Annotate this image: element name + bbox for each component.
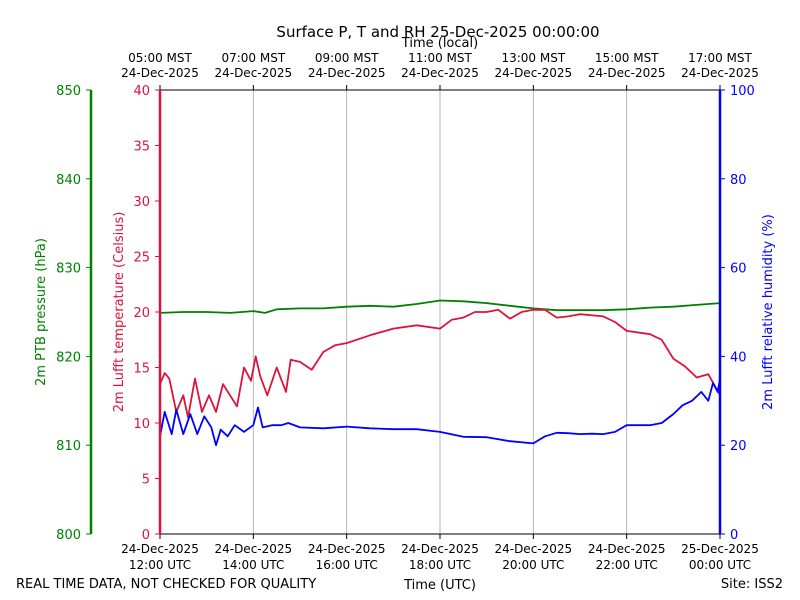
utc-date-label: 24-Dec-2025 — [214, 542, 292, 556]
local-time-label: 07:00 MST — [221, 51, 285, 65]
local-date-label: 24-Dec-2025 — [214, 66, 292, 80]
local-date-label: 24-Dec-2025 — [401, 66, 479, 80]
local-time-label: 17:00 MST — [688, 51, 752, 65]
local-time-label: 09:00 MST — [315, 51, 379, 65]
quality-disclaimer: REAL TIME DATA, NOT CHECKED FOR QUALITY — [16, 577, 316, 592]
humidity-tick-label: 100 — [730, 84, 755, 99]
humidity-tick-label: 40 — [730, 350, 747, 365]
pressure-tick-label: 800 — [56, 528, 81, 543]
utc-date-label: 25-Dec-2025 — [681, 542, 759, 556]
temperature-tick-label: 35 — [133, 140, 150, 155]
local-time-label: 05:00 MST — [128, 51, 192, 65]
temperature-tick-label: 10 — [133, 417, 150, 432]
pressure-tick-label: 830 — [56, 262, 81, 277]
utc-time-label: 20:00 UTC — [502, 558, 564, 572]
humidity-axis-label: 2m Lufft relative humidity (%) — [761, 214, 776, 410]
temperature-tick-label: 40 — [133, 84, 150, 99]
temperature-tick-label: 5 — [142, 473, 150, 488]
temperature-axis-label: 2m Lufft temperature (Celsius) — [112, 212, 127, 413]
utc-time-label: 22:00 UTC — [596, 558, 658, 572]
utc-time-label: 00:00 UTC — [689, 558, 751, 572]
top-axis-label: Time (local) — [401, 36, 478, 51]
temperature-tick-label: 15 — [133, 362, 150, 377]
pressure-tick-label: 820 — [56, 350, 81, 365]
pressure-tick-label: 840 — [56, 173, 81, 188]
temperature-tick-label: 20 — [133, 306, 150, 321]
humidity-tick-label: 0 — [730, 528, 738, 543]
utc-date-label: 24-Dec-2025 — [401, 542, 479, 556]
bottom-axis-label: Time (UTC) — [403, 578, 476, 593]
local-time-label: 15:00 MST — [595, 51, 659, 65]
humidity-tick-label: 60 — [730, 262, 747, 277]
local-time-label: 11:00 MST — [408, 51, 472, 65]
utc-time-label: 16:00 UTC — [316, 558, 378, 572]
humidity-tick-label: 20 — [730, 439, 747, 454]
utc-date-label: 24-Dec-2025 — [121, 542, 199, 556]
utc-time-label: 14:00 UTC — [222, 558, 284, 572]
site-label: Site: ISS2 — [721, 577, 783, 592]
utc-time-label: 12:00 UTC — [129, 558, 191, 572]
utc-date-label: 24-Dec-2025 — [308, 542, 386, 556]
utc-date-label: 24-Dec-2025 — [588, 542, 666, 556]
pressure-tick-label: 810 — [56, 439, 81, 454]
humidity-tick-label: 80 — [730, 173, 747, 188]
pressure-axis-label: 2m PTB pressure (hPa) — [34, 238, 49, 386]
local-date-label: 24-Dec-2025 — [588, 66, 666, 80]
temperature-tick-label: 0 — [142, 528, 150, 543]
pressure-tick-label: 850 — [56, 84, 81, 99]
temperature-tick-label: 30 — [133, 195, 150, 210]
utc-time-label: 18:00 UTC — [409, 558, 471, 572]
local-date-label: 24-Dec-2025 — [681, 66, 759, 80]
local-date-label: 24-Dec-2025 — [494, 66, 572, 80]
local-time-label: 13:00 MST — [501, 51, 565, 65]
meteorology-chart: Surface P, T and RH 25-Dec-2025 00:00:00… — [0, 0, 800, 600]
local-date-label: 24-Dec-2025 — [308, 66, 386, 80]
temperature-tick-label: 25 — [133, 251, 150, 266]
local-date-label: 24-Dec-2025 — [121, 66, 199, 80]
utc-date-label: 24-Dec-2025 — [494, 542, 572, 556]
